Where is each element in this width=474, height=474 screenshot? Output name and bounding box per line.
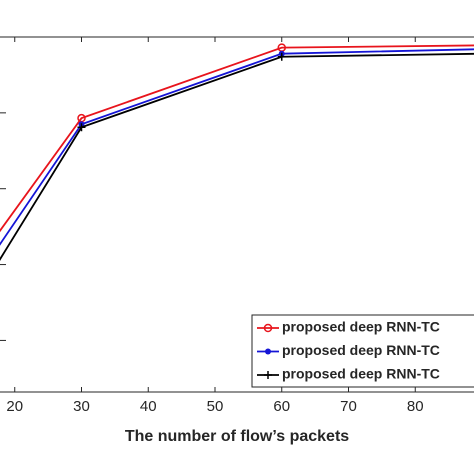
series bbox=[0, 43, 474, 233]
x-tick-label: 60 bbox=[273, 398, 290, 415]
series bbox=[0, 48, 474, 246]
line bbox=[0, 48, 474, 246]
x-tick-label: 40 bbox=[140, 398, 157, 415]
series bbox=[0, 52, 474, 261]
x-tick-label: 80 bbox=[407, 398, 424, 415]
line bbox=[0, 52, 474, 261]
line bbox=[0, 44, 474, 233]
x-tick-label: 30 bbox=[73, 398, 90, 415]
x-tick-label: 20 bbox=[6, 398, 23, 415]
x-axis-label: The number of flow’s packets bbox=[125, 428, 349, 445]
legend-marker bbox=[265, 348, 271, 355]
marker bbox=[277, 52, 286, 61]
legend-label: proposed deep RNN-TC bbox=[282, 366, 440, 382]
x-tick-label: 50 bbox=[207, 398, 224, 415]
legend-label: proposed deep RNN-TC bbox=[282, 342, 440, 358]
legend-box bbox=[251, 314, 474, 388]
marker bbox=[77, 123, 86, 132]
legend-marker bbox=[263, 323, 273, 333]
x-tick-label: 70 bbox=[340, 398, 357, 415]
legend-label: proposed deep RNN-TC bbox=[282, 319, 440, 335]
legend-marker bbox=[264, 371, 272, 379]
